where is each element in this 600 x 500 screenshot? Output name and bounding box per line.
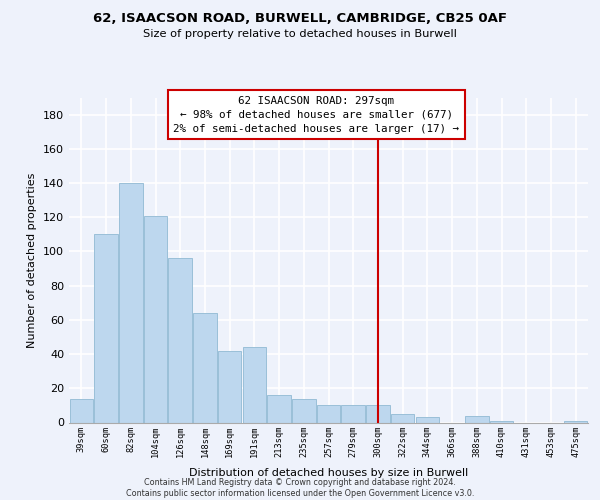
Bar: [268, 395, 291, 422]
X-axis label: Distribution of detached houses by size in Burwell: Distribution of detached houses by size …: [189, 468, 468, 478]
Bar: [119, 183, 143, 422]
Bar: [465, 416, 488, 422]
Y-axis label: Number of detached properties: Number of detached properties: [28, 172, 37, 348]
Bar: [218, 350, 241, 422]
Bar: [564, 421, 587, 422]
Bar: [416, 418, 439, 422]
Bar: [144, 216, 167, 422]
Bar: [70, 398, 93, 422]
Bar: [341, 406, 365, 422]
Bar: [366, 406, 389, 422]
Text: 62 ISAACSON ROAD: 297sqm
← 98% of detached houses are smaller (677)
2% of semi-d: 62 ISAACSON ROAD: 297sqm ← 98% of detach…: [173, 96, 459, 134]
Bar: [169, 258, 192, 422]
Bar: [292, 398, 316, 422]
Bar: [242, 347, 266, 422]
Bar: [317, 406, 340, 422]
Text: Contains HM Land Registry data © Crown copyright and database right 2024.
Contai: Contains HM Land Registry data © Crown c…: [126, 478, 474, 498]
Bar: [193, 313, 217, 422]
Text: 62, ISAACSON ROAD, BURWELL, CAMBRIDGE, CB25 0AF: 62, ISAACSON ROAD, BURWELL, CAMBRIDGE, C…: [93, 12, 507, 26]
Text: Size of property relative to detached houses in Burwell: Size of property relative to detached ho…: [143, 29, 457, 39]
Bar: [490, 421, 513, 422]
Bar: [94, 234, 118, 422]
Bar: [391, 414, 415, 422]
